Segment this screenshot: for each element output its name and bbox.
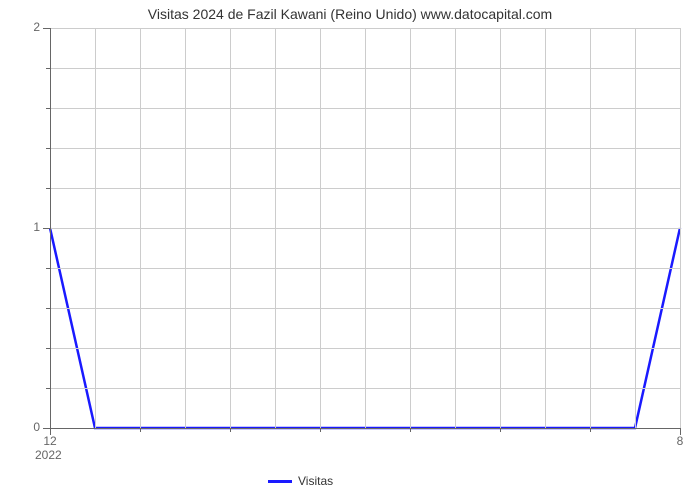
y-minor-tick — [46, 148, 50, 149]
y-minor-tick — [46, 308, 50, 309]
legend-label: Visitas — [298, 474, 333, 488]
x-minor-tick — [590, 428, 591, 432]
y-minor-tick — [46, 108, 50, 109]
y-minor-tick — [46, 188, 50, 189]
legend-swatch — [268, 480, 292, 483]
x-minor-tick — [500, 428, 501, 432]
x-axis — [50, 428, 680, 429]
visits-chart: Visitas 2024 de Fazil Kawani (Reino Unid… — [0, 0, 700, 500]
legend: Visitas — [268, 474, 333, 488]
x-minor-tick — [410, 428, 411, 432]
x-year-label: 2022 — [35, 448, 75, 462]
x-tick-label: 8 — [665, 434, 695, 448]
x-tick-label: 12 — [35, 434, 65, 448]
y-tick — [43, 28, 50, 29]
y-minor-tick — [46, 68, 50, 69]
x-minor-tick — [230, 428, 231, 432]
y-minor-tick — [46, 348, 50, 349]
y-minor-tick — [46, 268, 50, 269]
x-minor-tick — [140, 428, 141, 432]
y-axis — [50, 28, 51, 428]
y-tick — [43, 428, 50, 429]
x-minor-tick — [320, 428, 321, 432]
y-tick-label: 2 — [10, 20, 40, 34]
y-tick-label: 1 — [10, 220, 40, 234]
y-tick — [43, 228, 50, 229]
axes-layer: 0121282022 — [0, 0, 700, 500]
y-tick-label: 0 — [10, 420, 40, 434]
y-minor-tick — [46, 388, 50, 389]
